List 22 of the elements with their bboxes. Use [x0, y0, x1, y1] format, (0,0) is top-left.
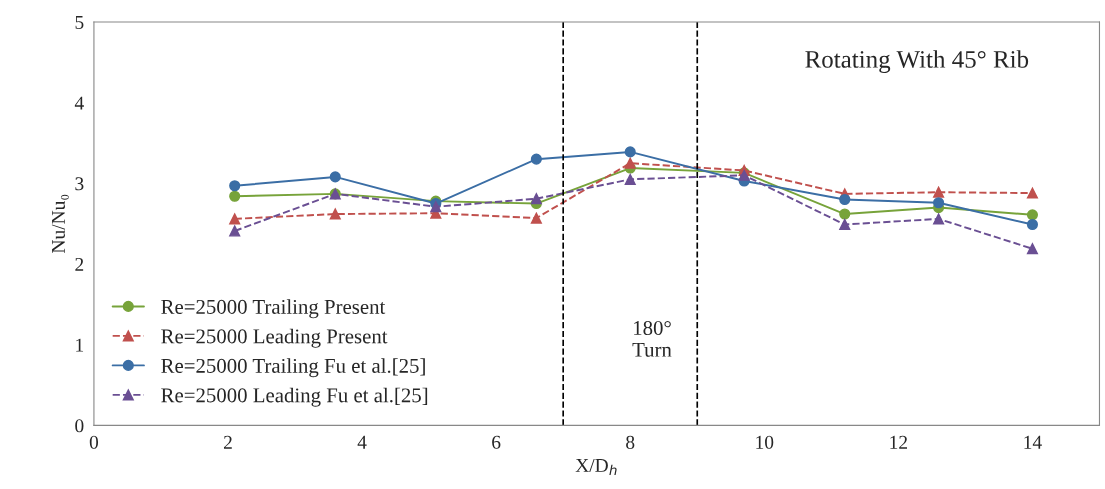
y-tick-label: 4	[74, 96, 84, 110]
y-tick-label: 3	[75, 177, 84, 191]
x-tick-label: 10	[756, 435, 774, 449]
x-tick-label: 14	[1024, 435, 1042, 449]
x-tick-label: 4	[357, 435, 367, 449]
x-tick-label: 8	[626, 435, 635, 449]
x-tick-label: 2	[223, 435, 232, 449]
x-tick-label: 0	[89, 435, 99, 449]
y-tick-label: 5	[75, 16, 84, 29]
legend-label: Re=25000 Leading Present	[161, 328, 388, 348]
annotation: Rotating With 45° Rib	[805, 50, 1029, 73]
y-tick-label: 1	[76, 338, 84, 352]
y-axis-title: Nu/Nu₀	[51, 194, 69, 254]
x-axis-title: X/D$_{h}$	[575, 459, 617, 476]
x-tick-label: 12	[890, 435, 908, 449]
legend-label: Re=25000 Leading Fu et al.[25]	[161, 387, 428, 407]
legend-label: Re=25000 Trailing Fu et al.[25]	[161, 358, 425, 378]
legend-label: Re=25000 Trailing Present	[161, 299, 386, 319]
x-tick-label: 6	[492, 435, 501, 449]
y-tick-label: 0	[75, 419, 84, 433]
y-tick-label: 2	[75, 257, 84, 271]
annotation: 180° Turn	[632, 320, 672, 357]
